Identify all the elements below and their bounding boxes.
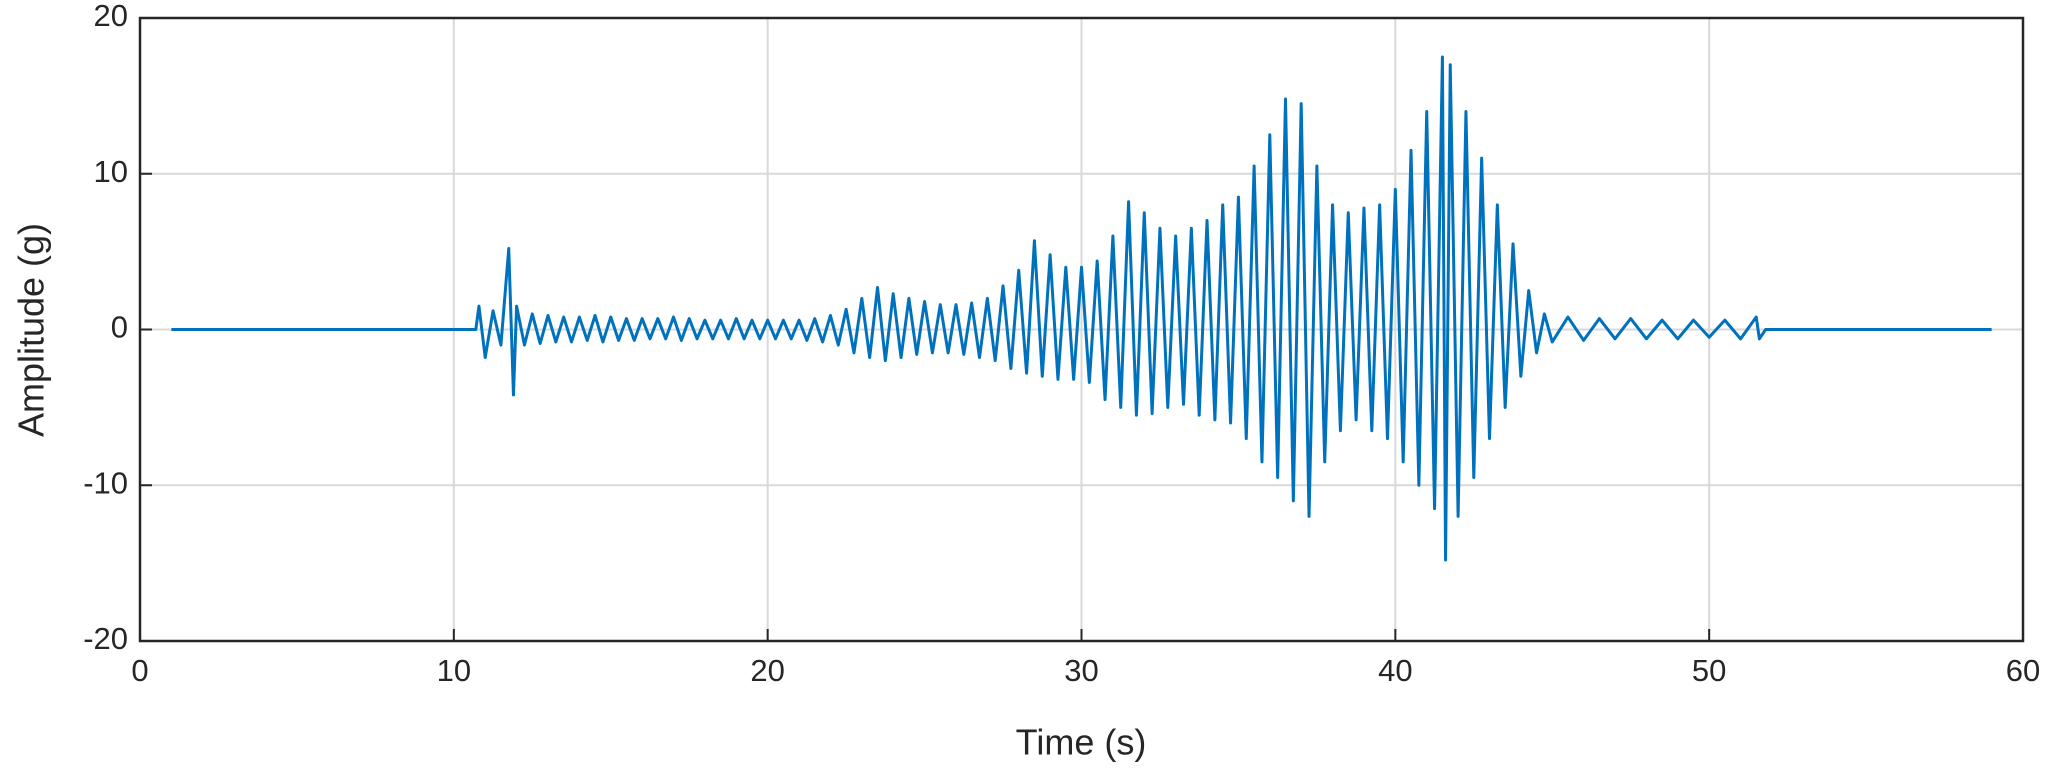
signal-line [171, 55, 1992, 562]
plot-frame [138, 16, 2025, 643]
y-axis-label: Amplitude (g) [11, 223, 52, 437]
y-tick-label: 10 [94, 154, 128, 189]
y-tick-label: -10 [83, 465, 128, 500]
x-axis-label: Time (s) [1016, 722, 1147, 763]
x-tick-label: 50 [1692, 653, 1726, 688]
x-tick-label: 0 [131, 653, 148, 688]
y-tick-label: -20 [83, 621, 128, 656]
x-tick-label: 60 [2006, 653, 2040, 688]
y-tick-label: 0 [111, 310, 128, 345]
x-tick-label: 20 [750, 653, 784, 688]
y-tick-label: 20 [94, 0, 128, 33]
x-tick-label: 10 [437, 653, 471, 688]
x-tick-label: 30 [1064, 653, 1098, 688]
x-tick-label: 40 [1378, 653, 1412, 688]
